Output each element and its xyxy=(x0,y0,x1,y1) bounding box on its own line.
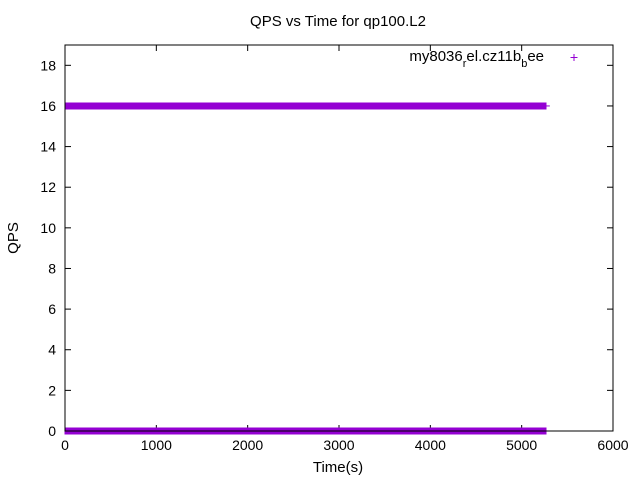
x-tick-label: 1000 xyxy=(141,437,172,453)
y-tick-label: 14 xyxy=(40,139,56,155)
y-tick-label: 12 xyxy=(40,179,56,195)
x-axis-title: Time(s) xyxy=(313,459,363,476)
legend: my8036rel.cz11bbee xyxy=(409,48,578,70)
y-tick-label: 4 xyxy=(48,342,56,358)
y-tick-label: 18 xyxy=(40,57,56,73)
y-tick-label: 10 xyxy=(40,220,56,236)
x-tick-label: 3000 xyxy=(323,437,354,453)
y-tick-label: 0 xyxy=(48,423,56,439)
y-axis-title: QPS xyxy=(5,222,22,254)
ticks-layer: 0 1000 2000 3000 4000 5000 6000 0 2 4 6 8 10 12 14 16 18 xyxy=(40,45,629,453)
x-tick-label: 5000 xyxy=(506,437,537,453)
y-tick-label: 6 xyxy=(48,301,56,317)
x-tick-label: 0 xyxy=(61,437,69,453)
y-tick-label: 2 xyxy=(48,382,56,398)
x-tick-label: 6000 xyxy=(597,437,628,453)
x-tick-label: 4000 xyxy=(415,437,446,453)
y-tick-label: 8 xyxy=(48,260,56,276)
legend-label-series-1: my8036rel.cz11bbee xyxy=(409,48,544,70)
series-1 xyxy=(64,102,550,435)
data-layer xyxy=(64,102,550,435)
legend-marker-plus xyxy=(570,54,578,61)
x-tick-label: 2000 xyxy=(232,437,263,453)
chart-title: QPS vs Time for qp100.L2 xyxy=(250,13,426,30)
plot-border xyxy=(64,44,614,432)
y-tick-label: 16 xyxy=(40,98,56,114)
